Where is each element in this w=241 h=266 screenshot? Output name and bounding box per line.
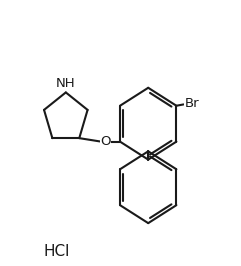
Text: HCl: HCl <box>43 244 70 259</box>
Text: O: O <box>100 135 111 148</box>
Text: NH: NH <box>56 77 76 90</box>
Text: Br: Br <box>185 97 200 110</box>
